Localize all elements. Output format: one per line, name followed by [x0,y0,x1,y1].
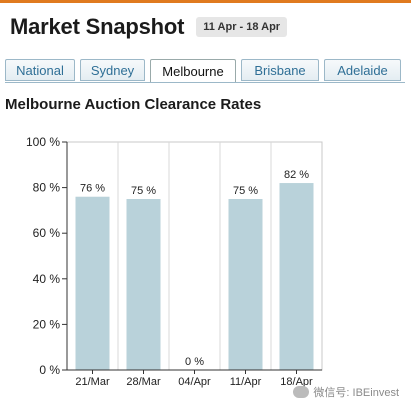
top-accent-rule [0,0,411,3]
data-label: 0 % [185,356,204,368]
x-tick-label: 11/Apr [230,376,262,388]
chat-bubble-icon [293,386,310,398]
watermark: 微信号: IBEinvest [293,384,399,400]
chart-title: Melbourne Auction Clearance Rates [5,96,262,113]
page-title: Market Snapshot [10,14,185,39]
tab-national[interactable]: National [5,59,75,81]
data-label: 82 % [284,169,309,181]
x-tick-label: 04/Apr [178,376,211,388]
bar [279,183,314,370]
date-range-badge: 11 Apr - 18 Apr [196,17,288,37]
x-tick-label: 18/Apr [280,376,313,388]
tab-melbourne[interactable]: Melbourne [150,59,236,83]
data-label: 75 % [233,185,258,197]
x-tick-label: 21/Mar [75,376,110,388]
tab-brisbane[interactable]: Brisbane [241,59,319,81]
y-tick-label: 40 % [33,272,61,286]
bar [75,196,110,370]
y-tick-label: 20 % [33,317,61,331]
watermark-text: 微信号: IBEinvest [313,387,399,399]
data-label: 76 % [80,183,105,195]
data-label: 75 % [131,185,156,197]
bar [228,199,263,370]
y-tick-label: 0 % [39,363,60,377]
tab-bar-rule [5,82,405,83]
page-header: Market Snapshot 11 Apr - 18 Apr [10,14,288,40]
y-tick-label: 80 % [33,181,61,195]
city-tabs: National Sydney Melbourne Brisbane Adela… [5,59,405,83]
tab-adelaide[interactable]: Adelaide [324,59,401,81]
tab-sydney[interactable]: Sydney [80,59,145,81]
y-tick-label: 100 % [26,135,60,149]
clearance-rate-chart: 0 % 20 % 40 % 60 % 80 % 100 % 76 % 21/Mar 75 % 28… [26,135,323,388]
y-tick-label: 60 % [33,226,61,240]
bar [126,199,161,370]
x-tick-label: 28/Mar [126,376,161,388]
